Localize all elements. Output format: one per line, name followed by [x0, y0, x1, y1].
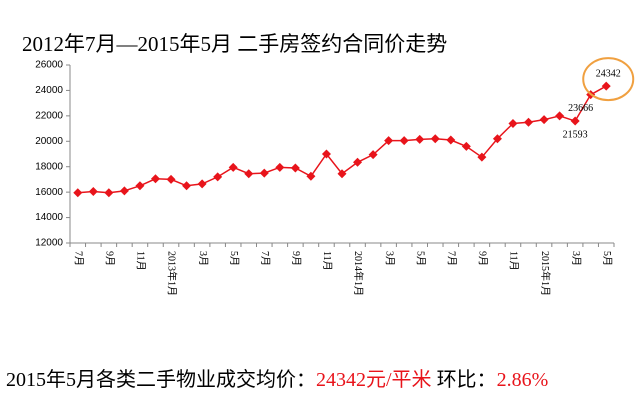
data-point	[321, 149, 331, 159]
data-point	[461, 141, 471, 151]
data-point	[197, 179, 207, 189]
data-point	[524, 117, 534, 127]
x-tick-label: 11月	[135, 251, 147, 271]
data-point	[119, 186, 129, 196]
data-point	[337, 169, 347, 179]
x-tick-label: 11月	[508, 251, 520, 271]
footer-part: 2.86%	[497, 369, 549, 391]
data-point	[353, 157, 363, 167]
y-tick-label: 12000	[35, 238, 63, 249]
footer: 2015年5月各类二手物业成交均价：24342元/平米 环比：2.86%	[6, 368, 548, 391]
data-point	[290, 163, 300, 173]
x-tick-label: 3月	[570, 251, 582, 266]
data-point	[477, 152, 487, 162]
x-tick-label: 3月	[383, 251, 395, 266]
data-point	[446, 135, 456, 145]
data-point	[88, 187, 98, 197]
footer-part: 2015年5月各类二手物业成交均价：	[6, 368, 316, 391]
x-tick-label: 7月	[259, 251, 271, 266]
data-point	[259, 168, 269, 178]
data-point	[384, 136, 394, 146]
x-tick-label: 5月	[601, 251, 613, 266]
data-point	[415, 134, 425, 144]
x-tick-label: 2015年1月	[539, 251, 552, 296]
x-tick-label: 9月	[104, 251, 116, 266]
y-tick-label: 16000	[35, 187, 63, 198]
data-point	[368, 150, 378, 160]
y-tick-label: 20000	[35, 136, 63, 147]
data-point	[508, 118, 518, 128]
data-label: 24342	[596, 68, 621, 79]
x-tick-label: 7月	[446, 251, 458, 266]
y-tick-label: 24000	[35, 85, 63, 96]
x-tick-label: 3月	[197, 251, 209, 266]
x-tick-label: 2014年1月	[352, 251, 365, 296]
data-point	[213, 172, 223, 182]
x-tick-label: 9月	[290, 251, 302, 266]
x-tick-label: 5月	[414, 251, 426, 266]
x-tick-label: 9月	[477, 251, 489, 266]
data-point	[166, 174, 176, 184]
data-label: 21593	[563, 129, 588, 140]
data-point	[182, 181, 192, 191]
chart-title: 2012年7月—2015年5月 二手房签约合同价走势	[22, 32, 447, 56]
data-point	[104, 188, 114, 198]
data-point	[150, 174, 160, 184]
data-point	[244, 169, 254, 179]
data-point	[135, 181, 145, 191]
x-tick-label: 7月	[72, 251, 84, 266]
data-point	[228, 162, 238, 172]
data-point	[399, 136, 409, 146]
y-tick-label: 26000	[35, 60, 63, 71]
footer-part: 环比：	[432, 368, 497, 391]
data-point	[430, 134, 440, 144]
data-point	[306, 171, 316, 181]
data-point	[73, 188, 83, 198]
data-point	[555, 111, 565, 121]
data-point	[275, 162, 285, 172]
y-tick-label: 14000	[35, 212, 63, 223]
data-point	[539, 115, 549, 125]
y-tick-label: 18000	[35, 161, 63, 172]
data-point	[492, 134, 502, 144]
x-tick-label: 2013年1月	[166, 251, 179, 296]
highlight-circle	[582, 57, 635, 102]
data-point	[570, 116, 580, 126]
x-tick-label: 5月	[228, 251, 240, 266]
data-point	[601, 81, 611, 91]
footer-part: 24342元/平米	[316, 368, 432, 391]
data-label: 23666	[568, 103, 593, 114]
y-tick-label: 22000	[35, 110, 63, 121]
x-tick-label: 11月	[321, 251, 333, 271]
